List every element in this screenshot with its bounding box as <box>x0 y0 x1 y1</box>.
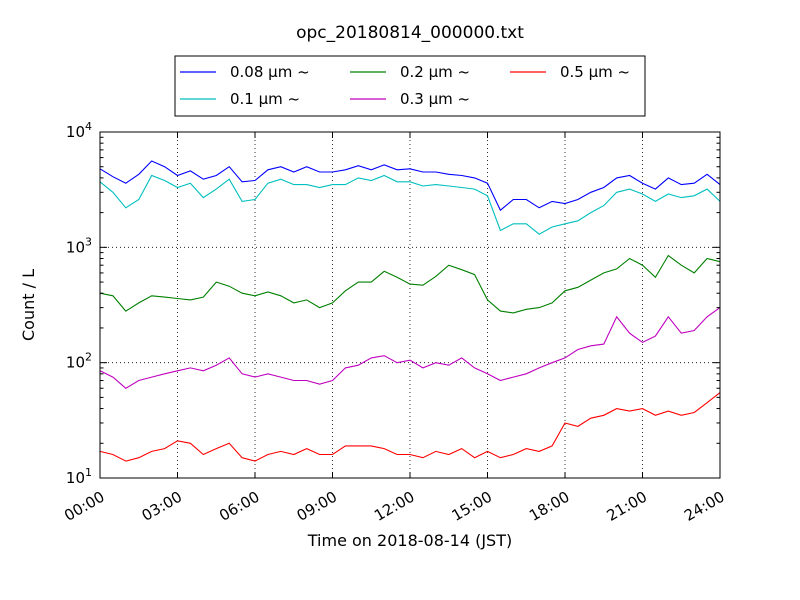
y-axis-ticks: 101 102 103 104 <box>66 120 720 487</box>
x-tick-label: 12:00 <box>371 488 417 525</box>
legend-label-5: 0.5 μm ~ <box>560 63 630 81</box>
y-tick-label: 104 <box>66 120 92 141</box>
x-tick-label: 03:00 <box>139 488 185 525</box>
series-line-1 <box>99 160 721 212</box>
x-tick-label: 15:00 <box>449 488 495 525</box>
legend-label-4: 0.3 μm ~ <box>400 90 470 108</box>
series-line-4 <box>99 307 721 389</box>
x-tick-label: 09:00 <box>294 488 340 525</box>
grid <box>100 132 720 478</box>
series-line-5 <box>99 392 721 462</box>
x-tick-label: 06:00 <box>216 488 262 525</box>
x-axis-label: Time on 2018-08-14 (JST) <box>307 531 512 550</box>
legend-label-1: 0.08 μm ~ <box>230 63 310 81</box>
chart-title: opc_20180814_000000.txt <box>296 23 524 43</box>
x-tick-label: 24:00 <box>681 488 727 525</box>
series-line-2 <box>99 174 721 235</box>
y-tick-label: 101 <box>66 466 92 487</box>
legend-box <box>174 55 646 117</box>
legend-label-3: 0.2 μm ~ <box>400 63 470 81</box>
x-tick-label: 21:00 <box>604 488 650 525</box>
legend-label-2: 0.1 μm ~ <box>230 90 300 108</box>
x-tick-label: 00:00 <box>61 488 107 525</box>
x-tick-label: 18:00 <box>526 488 572 525</box>
x-axis-ticks: 00:00 03:00 06:00 09:00 12:00 15:00 18:00 21:00… <box>61 132 728 525</box>
data-lines <box>99 160 721 462</box>
series-line-3 <box>99 254 721 314</box>
legend: 0.08 μm ~ 0.1 μm ~ 0.2 μm ~ 0.3 μm ~ 0.5 μm … <box>174 55 646 117</box>
y-tick-label: 102 <box>66 351 92 372</box>
y-tick-label: 103 <box>66 235 92 256</box>
y-axis-label: Count / L <box>19 269 38 341</box>
